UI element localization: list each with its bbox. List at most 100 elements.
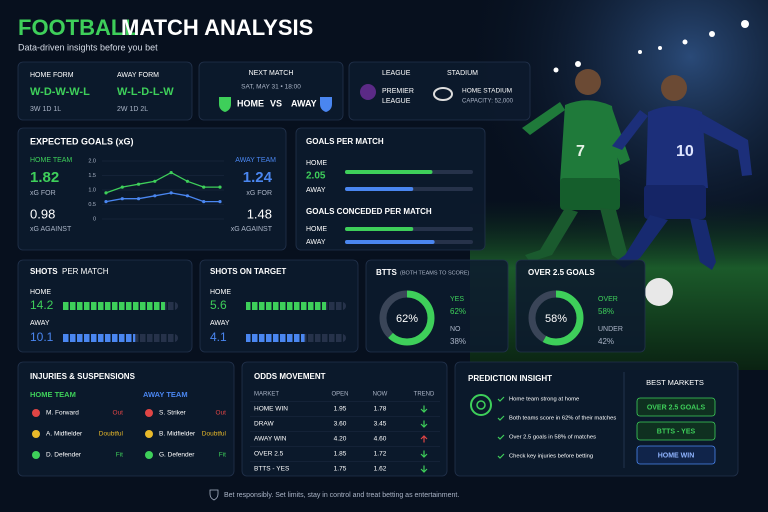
panel — [198, 61, 344, 121]
label: PREMIER — [382, 88, 414, 95]
market-button-label[interactable]: HOME WIN — [658, 452, 695, 459]
label: AWAY TEAM — [143, 390, 188, 399]
label: xG FOR — [30, 190, 56, 197]
subtitle: Data-driven insights before you bet — [18, 42, 158, 52]
label: SAT, MAY 31 • 18:00 — [241, 84, 301, 91]
xg-point — [185, 194, 190, 198]
label: S. Striker — [159, 410, 187, 417]
trend-arrow — [420, 450, 428, 458]
label: NEXT MATCH — [249, 70, 294, 77]
market-button[interactable] — [636, 421, 716, 441]
status-icon — [145, 430, 153, 438]
label: 58% — [598, 307, 614, 316]
status: Out — [113, 410, 124, 417]
trend-arrow — [420, 420, 428, 428]
stat-value: 1.24 — [243, 169, 273, 186]
xg-point — [218, 185, 222, 189]
xg-line — [105, 192, 220, 203]
bar — [345, 170, 433, 174]
panel-title: ODDS MOVEMENT — [254, 372, 326, 381]
label: D. Defender — [46, 452, 82, 459]
check-icon — [497, 453, 505, 459]
status: Fit — [116, 452, 123, 459]
market-button[interactable] — [636, 397, 716, 417]
bar — [62, 302, 165, 310]
panel-title: SHOTS ON TARGET — [210, 267, 286, 276]
insight: Over 2.5 goals in 58% of matches — [509, 435, 596, 441]
stat-value: 14.2 — [30, 298, 54, 312]
stadium-icon — [433, 87, 453, 101]
label: AWAY — [306, 239, 326, 246]
table-header: OPEN — [331, 392, 348, 398]
label: 42% — [598, 337, 614, 346]
label: AWAY — [306, 187, 326, 194]
status: Out — [216, 410, 227, 417]
label: YES — [450, 296, 464, 303]
xg-point — [218, 200, 222, 204]
panel-title: PER MATCH — [62, 267, 109, 276]
xg-line — [105, 171, 220, 194]
label: STADIUM — [447, 70, 478, 77]
market-button-label[interactable]: OVER 2.5 GOALS — [647, 404, 706, 411]
stat-value: 2.05 — [306, 171, 326, 182]
label: A. Midfielder — [46, 431, 83, 438]
table-cell: BTTS - YES — [254, 466, 290, 473]
table-cell: 1.62 — [374, 466, 387, 473]
insight: Check key injuries before betting — [509, 454, 593, 460]
panel — [17, 127, 287, 251]
label: LEAGUE — [382, 98, 411, 105]
xg-point — [169, 191, 173, 195]
table-cell: 4.20 — [334, 436, 347, 443]
donut-segment — [379, 290, 435, 346]
table-cell: 4.60 — [374, 436, 387, 443]
status-icon — [32, 430, 40, 438]
label: HOME TEAM — [30, 157, 72, 164]
table-cell: 3.45 — [374, 421, 387, 428]
market-button-label[interactable]: BTTS - YES — [657, 428, 696, 435]
label: AWAY FORM — [117, 72, 159, 79]
label: LEAGUE — [382, 70, 411, 77]
market-button[interactable] — [636, 445, 716, 465]
bar — [345, 227, 414, 231]
label: HOME TEAM — [30, 390, 76, 399]
label: NO — [450, 326, 461, 333]
donut-center: 58% — [545, 313, 567, 325]
bar — [345, 240, 435, 244]
check-icon — [497, 396, 505, 402]
table-header: MARKET — [254, 392, 279, 398]
title: MATCH ANALYSIS — [121, 15, 313, 40]
label: AWAY — [291, 98, 317, 108]
footer: Bet responsibly. Set limits, stay in con… — [224, 492, 459, 499]
bar — [62, 334, 136, 342]
player-home — [522, 69, 630, 262]
panel-title: EXPECTED GOALS (xG) — [30, 136, 134, 146]
table-cell: 1.85 — [334, 451, 347, 458]
target-icon — [470, 394, 492, 416]
panel — [17, 361, 235, 477]
xg-point — [185, 179, 190, 183]
xg-point — [104, 200, 108, 204]
label: HOME STADIUM — [462, 88, 512, 95]
label: VS — [270, 98, 282, 108]
stat-value: 1.82 — [30, 169, 59, 186]
status-icon — [32, 409, 40, 417]
form-string: W-D-W-W-L — [30, 86, 90, 98]
status-icon — [145, 409, 153, 417]
bar — [246, 334, 305, 342]
xg-point — [104, 191, 108, 195]
panel — [348, 61, 531, 121]
panel-title: SHOTS — [30, 267, 58, 276]
stat-value: 10.1 — [30, 330, 54, 344]
table-cell: 1.95 — [334, 406, 347, 413]
table-cell: HOME WIN — [254, 406, 288, 413]
target-icon — [476, 400, 486, 410]
stadium-lights — [553, 20, 749, 73]
xg-point — [153, 194, 157, 198]
status: Doubtful — [202, 431, 227, 438]
stat-value: 0.98 — [30, 206, 55, 221]
y-tick-label: 0.5 — [88, 202, 96, 208]
home-crest — [219, 97, 231, 112]
label: B. Midfielder — [159, 431, 196, 438]
